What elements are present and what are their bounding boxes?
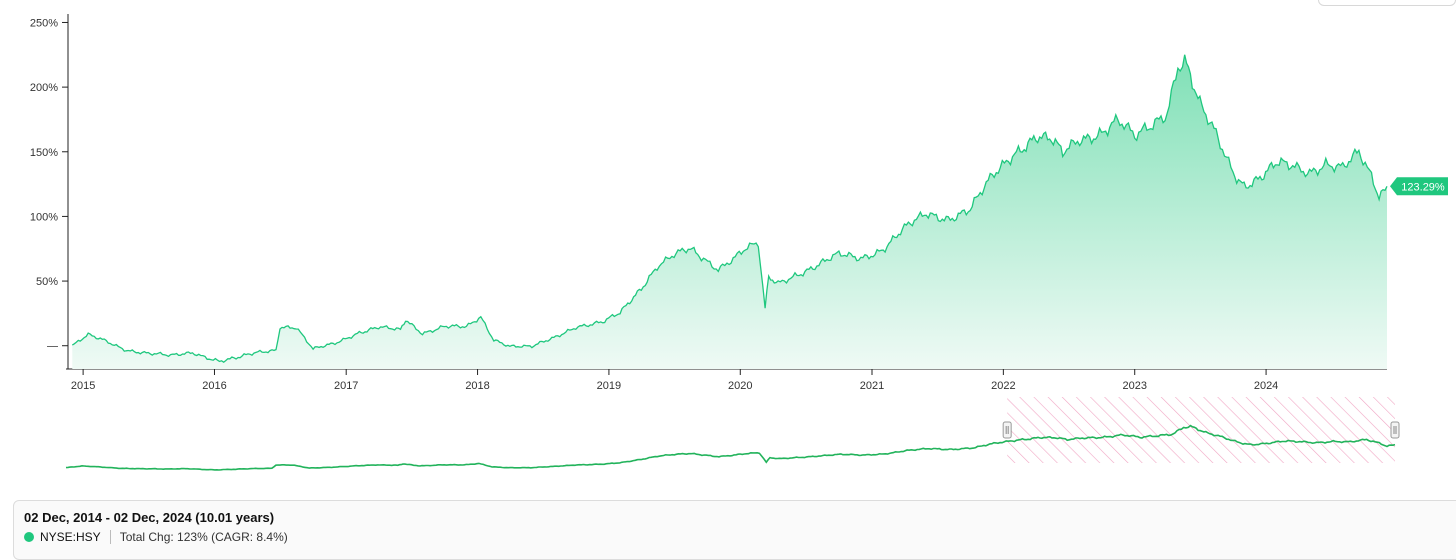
series-line: [71, 54, 1388, 364]
divider: [109, 530, 111, 544]
x-tick-label: 2023: [1122, 380, 1146, 392]
navigator-left-handle[interactable]: [1002, 421, 1012, 439]
y-tick-label: 200%: [30, 82, 58, 94]
y-tick-label: 150%: [30, 147, 58, 159]
y-tick-label: 250%: [30, 17, 58, 29]
legend-dot-icon: [24, 532, 34, 542]
y-tick-label: —: [47, 341, 58, 353]
navigator-selection[interactable]: [1007, 397, 1395, 463]
x-tick-label: 2018: [465, 380, 489, 392]
area-fill: [72, 54, 1387, 370]
plot-area: 123.29%: [71, 54, 1448, 370]
navigator-right-handle[interactable]: [1390, 421, 1400, 439]
x-tick-label: 2020: [728, 380, 752, 392]
date-range-label: 02 Dec, 2014 - 02 Dec, 2024 (10.01 years…: [24, 510, 275, 525]
summary-panel: 02 Dec, 2014 - 02 Dec, 2024 (10.01 years…: [13, 500, 1456, 560]
performance-chart: —50%100%150%200%250% 2015 2016 2017 2018 201…: [30, 14, 1448, 471]
x-tick-label: 2021: [860, 380, 884, 392]
x-tick-label: 2015: [71, 380, 95, 392]
x-tick-label: 2022: [991, 380, 1015, 392]
end-value-label: 123.29%: [1401, 181, 1445, 193]
y-tick-label: 100%: [30, 211, 58, 223]
x-tick-label: 2016: [202, 380, 226, 392]
x-tick-label: 2017: [334, 380, 358, 392]
end-value-tag: 123.29%: [1390, 177, 1448, 196]
x-tick-label: 2019: [597, 380, 621, 392]
total-change-stat: Total Chg: 123% (CAGR: 8.4%): [119, 530, 288, 544]
series-name: NYSE:HSY: [40, 530, 101, 544]
y-axis: — 50% 100% 150% 200% 250%: [30, 14, 69, 369]
navigator-line: [65, 424, 1396, 471]
x-axis: 2015 2016 2017 2018 2019 2020 2021 2022 2023 2024: [66, 368, 1387, 392]
y-tick-label: 50%: [36, 276, 58, 288]
x-tick-label: 2024: [1254, 380, 1278, 392]
range-navigator[interactable]: [65, 397, 1400, 471]
series-summary-row: NYSE:HSY Total Chg: 123% (CAGR: 8.4%): [24, 530, 288, 544]
